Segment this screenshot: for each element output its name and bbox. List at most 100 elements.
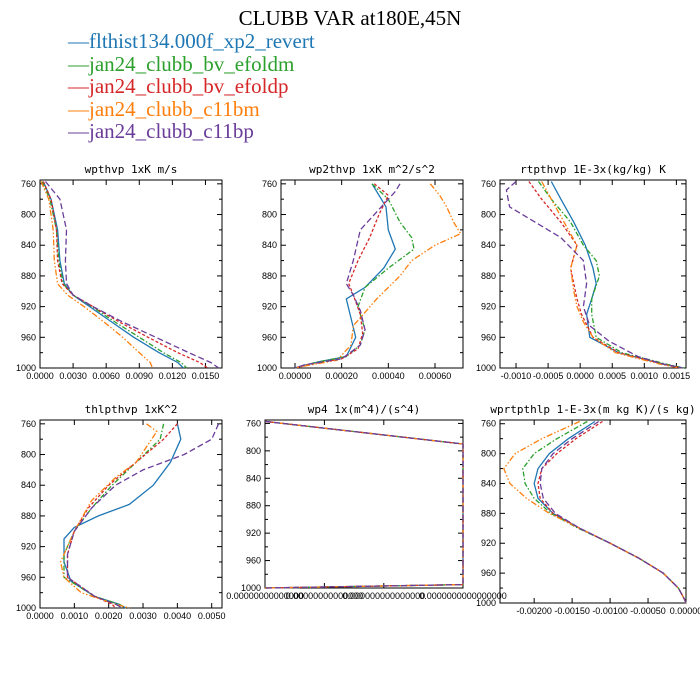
- series-line-5: [44, 181, 220, 369]
- y-tick-label: 800: [21, 450, 36, 460]
- x-tick-label: 0.00000: [279, 371, 312, 381]
- y-tick-label: 760: [21, 179, 36, 189]
- legend-entry: —flthist134.000f_xp2_revert: [68, 30, 315, 53]
- series-line-3: [528, 181, 682, 369]
- x-tick-label: 0.00060: [419, 371, 452, 381]
- series-line-5: [66, 423, 220, 609]
- x-tick-label: 0.0010: [61, 611, 89, 621]
- y-tick-label: 800: [262, 210, 277, 220]
- y-tick-label: 920: [481, 302, 496, 312]
- series-line-4: [59, 423, 158, 609]
- series-line-3: [66, 423, 178, 609]
- x-tick-label: 0.0000: [566, 371, 594, 381]
- legend-entry: —jan24_clubb_c11bm: [68, 98, 315, 121]
- x-tick-label: 0.0020: [95, 611, 123, 621]
- y-tick-label: 1000: [476, 598, 496, 608]
- x-tick-label: 0.0005: [598, 371, 626, 381]
- legend-swatch: —: [68, 74, 89, 98]
- legend-label: jan24_clubb_c11bp: [89, 119, 254, 143]
- y-tick-label: 1000: [16, 363, 36, 373]
- series-line-4: [264, 420, 464, 589]
- x-tick-label: 0.0090: [126, 371, 154, 381]
- series-line-5: [264, 420, 464, 589]
- y-tick-label: 1000: [241, 583, 261, 593]
- x-tick-label: 0.0030: [59, 371, 87, 381]
- x-tick-label: -0.00050: [630, 606, 666, 616]
- x-tick-label: -0.00150: [554, 606, 590, 616]
- x-tick-label: 0.0000000000000000: [419, 591, 507, 601]
- y-tick-label: 920: [481, 538, 496, 548]
- series-line-4: [541, 181, 680, 369]
- legend-entry: —jan24_clubb_c11bp: [68, 120, 315, 143]
- plot-frame: [499, 179, 687, 369]
- y-tick-label: 960: [481, 568, 496, 578]
- legend: —flthist134.000f_xp2_revert —jan24_clubb…: [68, 30, 315, 143]
- panel-title: wpthvp 1xK m/s: [85, 163, 178, 176]
- y-tick-label: 1000: [476, 363, 496, 373]
- plot-frame: [39, 419, 223, 609]
- legend-entry: —jan24_clubb_bv_efoldm: [68, 53, 315, 76]
- x-tick-label: 0.00000: [670, 606, 700, 616]
- y-tick-label: 760: [21, 419, 36, 429]
- series-line-4: [40, 181, 154, 369]
- y-tick-label: 880: [21, 271, 36, 281]
- panel-title: wprtpthlp 1-E-3x(m kg K)/(s kg): [490, 403, 695, 416]
- series-line-2: [63, 423, 165, 609]
- y-tick-label: 840: [21, 480, 36, 490]
- series-line-3: [294, 183, 390, 369]
- x-tick-label: -0.00100: [592, 606, 628, 616]
- y-tick-label: 840: [21, 240, 36, 250]
- y-tick-label: 800: [21, 210, 36, 220]
- series-line-4: [294, 183, 462, 369]
- x-tick-label: 0.0050: [198, 611, 226, 621]
- x-tick-label: 0.0120: [159, 371, 187, 381]
- x-tick-label: 0.00040: [372, 371, 405, 381]
- y-tick-label: 800: [481, 449, 496, 459]
- series-line-2: [294, 183, 415, 369]
- legend-label: jan24_clubb_bv_efoldp: [89, 74, 289, 98]
- series-line-1: [550, 181, 683, 369]
- y-tick-label: 840: [481, 240, 496, 250]
- series-line-1: [63, 423, 182, 609]
- y-tick-label: 1000: [16, 603, 36, 613]
- figure-title: CLUBB VAR at180E,45N: [238, 6, 462, 30]
- panel-title: thlpthvp 1xK^2: [85, 403, 178, 416]
- series-line-5: [505, 181, 683, 369]
- x-tick-label: 0.00000000000000: [286, 591, 364, 601]
- series-line-4: [503, 420, 687, 604]
- plot-frame: [499, 419, 687, 604]
- x-tick-label: 0.0150: [192, 371, 220, 381]
- y-tick-label: 960: [262, 332, 277, 342]
- series-line-5: [539, 420, 687, 604]
- panel-title: wp2thvp 1xK m^2/s^2: [309, 163, 435, 176]
- series-line-1: [264, 420, 464, 589]
- y-tick-label: 760: [481, 419, 496, 429]
- legend-swatch: —: [68, 96, 89, 121]
- x-tick-label: 0.0060: [92, 371, 120, 381]
- y-tick-label: 1000: [257, 363, 277, 373]
- panel-title: rtpthvp 1E-3x(kg/kg) K: [520, 163, 666, 176]
- x-tick-label: 0.0010: [631, 371, 659, 381]
- y-tick-label: 880: [262, 271, 277, 281]
- series-line-5: [294, 183, 401, 369]
- series-line-3: [42, 181, 209, 369]
- legend-label: flthist134.000f_xp2_revert: [89, 29, 315, 53]
- legend-entry: —jan24_clubb_bv_efoldp: [68, 75, 315, 98]
- x-tick-label: 0.000000000000000: [343, 591, 426, 601]
- y-tick-label: 760: [262, 179, 277, 189]
- x-tick-label: 0.0000: [26, 611, 54, 621]
- y-tick-label: 960: [246, 556, 261, 566]
- y-tick-label: 800: [246, 446, 261, 456]
- y-tick-label: 920: [246, 528, 261, 538]
- x-tick-label: 0.0015: [663, 371, 691, 381]
- panel-title: wp4 1x(m^4)/(s^4): [308, 403, 421, 416]
- plot-frame: [39, 179, 223, 369]
- y-tick-label: 920: [21, 542, 36, 552]
- x-tick-label: 0.0030: [129, 611, 157, 621]
- y-tick-label: 800: [481, 210, 496, 220]
- y-tick-label: 960: [21, 572, 36, 582]
- x-tick-label: 0.00000000000000: [226, 591, 304, 601]
- legend-label: jan24_clubb_bv_efoldm: [89, 51, 295, 76]
- x-tick-label: 0.00020: [325, 371, 358, 381]
- y-tick-label: 880: [246, 501, 261, 511]
